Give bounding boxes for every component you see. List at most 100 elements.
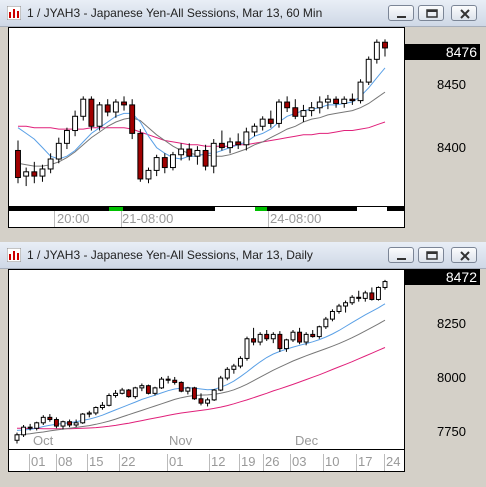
candle-body (276, 101, 282, 124)
candle (93, 406, 99, 416)
candle (336, 303, 342, 314)
candle-body (329, 310, 335, 320)
candle-body (369, 292, 375, 300)
price-plot[interactable] (8, 269, 405, 450)
candle (227, 137, 233, 154)
restore-button[interactable] (418, 5, 444, 21)
candle-body (357, 81, 364, 102)
candle-body (231, 365, 237, 370)
candle-body (104, 104, 111, 113)
candle (132, 386, 138, 399)
day-tick (209, 454, 210, 471)
restore-button[interactable] (418, 247, 444, 263)
candle (356, 290, 362, 302)
candle (264, 330, 270, 341)
day-label: 26 (265, 454, 280, 469)
candle (329, 309, 335, 322)
candle (186, 143, 193, 161)
candle-body (153, 157, 160, 171)
candle-body (47, 158, 54, 170)
candle (80, 412, 86, 424)
minimize-button[interactable] (388, 5, 414, 21)
candle-body (161, 157, 168, 169)
candle (267, 110, 274, 128)
candle-body (112, 101, 119, 113)
candle-body (316, 101, 323, 109)
candle (283, 338, 289, 352)
candle (23, 167, 30, 187)
candle-body (60, 421, 66, 427)
candle-body (63, 130, 70, 144)
candle (80, 96, 87, 121)
candle (88, 96, 95, 131)
candle-body (349, 296, 355, 304)
candle (27, 423, 33, 431)
candle (333, 96, 340, 108)
close-button[interactable] (451, 5, 477, 21)
day-tick (356, 454, 357, 471)
candle (60, 420, 66, 430)
candle-body (99, 404, 105, 409)
day-tick (263, 454, 264, 471)
day-label: 22 (121, 454, 136, 469)
candle-body (373, 41, 380, 60)
candle (172, 376, 178, 385)
candle-body (303, 333, 309, 343)
candle-body (159, 378, 165, 389)
candle (159, 376, 165, 389)
candle (21, 424, 27, 437)
day-tick (87, 454, 88, 471)
candle-body (170, 154, 176, 169)
window-titlebar[interactable]: 1 / JYAH3 - Japanese Yen-All Sessions, M… (0, 242, 486, 269)
candle-body (257, 333, 263, 343)
window-titlebar[interactable]: 1 / JYAH3 - Japanese Yen-All Sessions, M… (0, 0, 486, 27)
day-label: 01 (31, 454, 46, 469)
candle-body (264, 333, 270, 340)
day-label: 15 (89, 454, 104, 469)
candle (362, 290, 368, 302)
candle (357, 79, 364, 104)
close-button[interactable] (451, 247, 477, 263)
candle-body (243, 131, 250, 146)
day-label: 03 (292, 454, 307, 469)
candle (126, 388, 132, 398)
price-axis-label: 8250 (437, 316, 466, 331)
window-title: 1 / JYAH3 - Japanese Yen-All Sessions, M… (27, 6, 323, 20)
candle (316, 325, 322, 339)
candle (137, 129, 144, 182)
candle-body (244, 338, 250, 359)
window-title: 1 / JYAH3 - Japanese Yen-All Sessions, M… (27, 248, 313, 262)
candle-body (284, 101, 291, 109)
candle (308, 102, 315, 117)
price-plot[interactable] (8, 27, 405, 207)
candle-body (382, 281, 388, 288)
candle (297, 327, 303, 345)
candle-body (73, 422, 79, 426)
candle (343, 300, 349, 313)
candlestick-chart[interactable] (9, 270, 404, 449)
chart-window-60min[interactable]: 1 / JYAH3 - Japanese Yen-All Sessions, M… (0, 0, 486, 240)
candle-body (292, 107, 299, 117)
candle-body (211, 389, 217, 401)
candle (161, 153, 168, 174)
candle (15, 140, 21, 184)
time-tick (54, 211, 55, 227)
candle-body (210, 142, 217, 167)
candlestick-chart[interactable] (9, 28, 404, 206)
candle-body (290, 331, 296, 341)
day-tick (29, 454, 30, 471)
time-axis-label: 20:00 (57, 211, 90, 226)
candle-body (88, 98, 95, 127)
candle-body (80, 98, 87, 117)
candle-body (365, 58, 372, 83)
time-tick (268, 211, 269, 227)
candle-body (277, 333, 283, 350)
candle-body (40, 416, 46, 424)
candle-body (227, 141, 233, 149)
day-label: 12 (211, 454, 226, 469)
candle (316, 96, 323, 114)
candle (99, 402, 105, 410)
candle-body (323, 318, 329, 328)
chart-window-daily[interactable]: 1 / JYAH3 - Japanese Yen-All Sessions, M… (0, 242, 486, 487)
minimize-button[interactable] (388, 247, 414, 263)
